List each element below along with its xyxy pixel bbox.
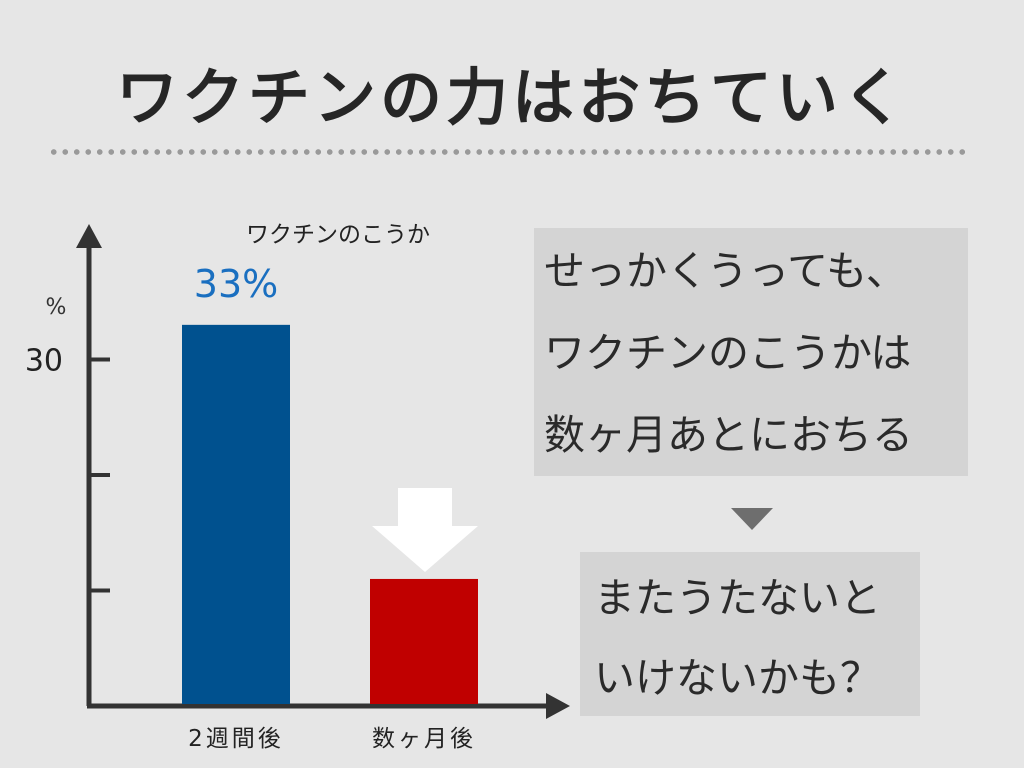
- down-arrow-icon: [372, 488, 478, 572]
- y-tick-label: 30: [25, 344, 63, 379]
- callout2-line: いけないかも？: [594, 654, 881, 702]
- triangle-down-icon: [731, 508, 773, 530]
- chart-title: ワクチンのこうか: [246, 222, 430, 248]
- callout-box-vaccine-effect: せっかくうっても、 ワクチンのこうかは 数ヶ月あとにおちる: [534, 228, 968, 476]
- x-tick-label: 数ヶ月後: [372, 726, 476, 752]
- callout1-line: せっかくうっても、: [544, 247, 907, 295]
- data-label: 33%: [194, 262, 278, 306]
- callout-box-booster: またうたないと いけないかも？: [580, 552, 920, 716]
- callout1-line: ワクチンのこうかは: [544, 329, 912, 377]
- y-axis-unit: %: [46, 295, 67, 320]
- y-axis-arrowhead: [76, 224, 102, 248]
- page-title: ワクチンの力はおちていく: [115, 61, 908, 134]
- bars: [182, 324, 478, 704]
- x-axis-arrowhead: [546, 693, 570, 719]
- callout2-line: またうたないと: [594, 574, 881, 622]
- bar: [370, 578, 478, 704]
- dotted-divider: [48, 148, 968, 156]
- bar: [182, 324, 290, 704]
- bar-labels: 2週間後 33% 数ヶ月後: [188, 262, 476, 752]
- y-ticks: 30: [25, 344, 110, 593]
- callout1-line: 数ヶ月あとにおちる: [544, 411, 913, 459]
- x-tick-label: 2週間後: [188, 726, 284, 752]
